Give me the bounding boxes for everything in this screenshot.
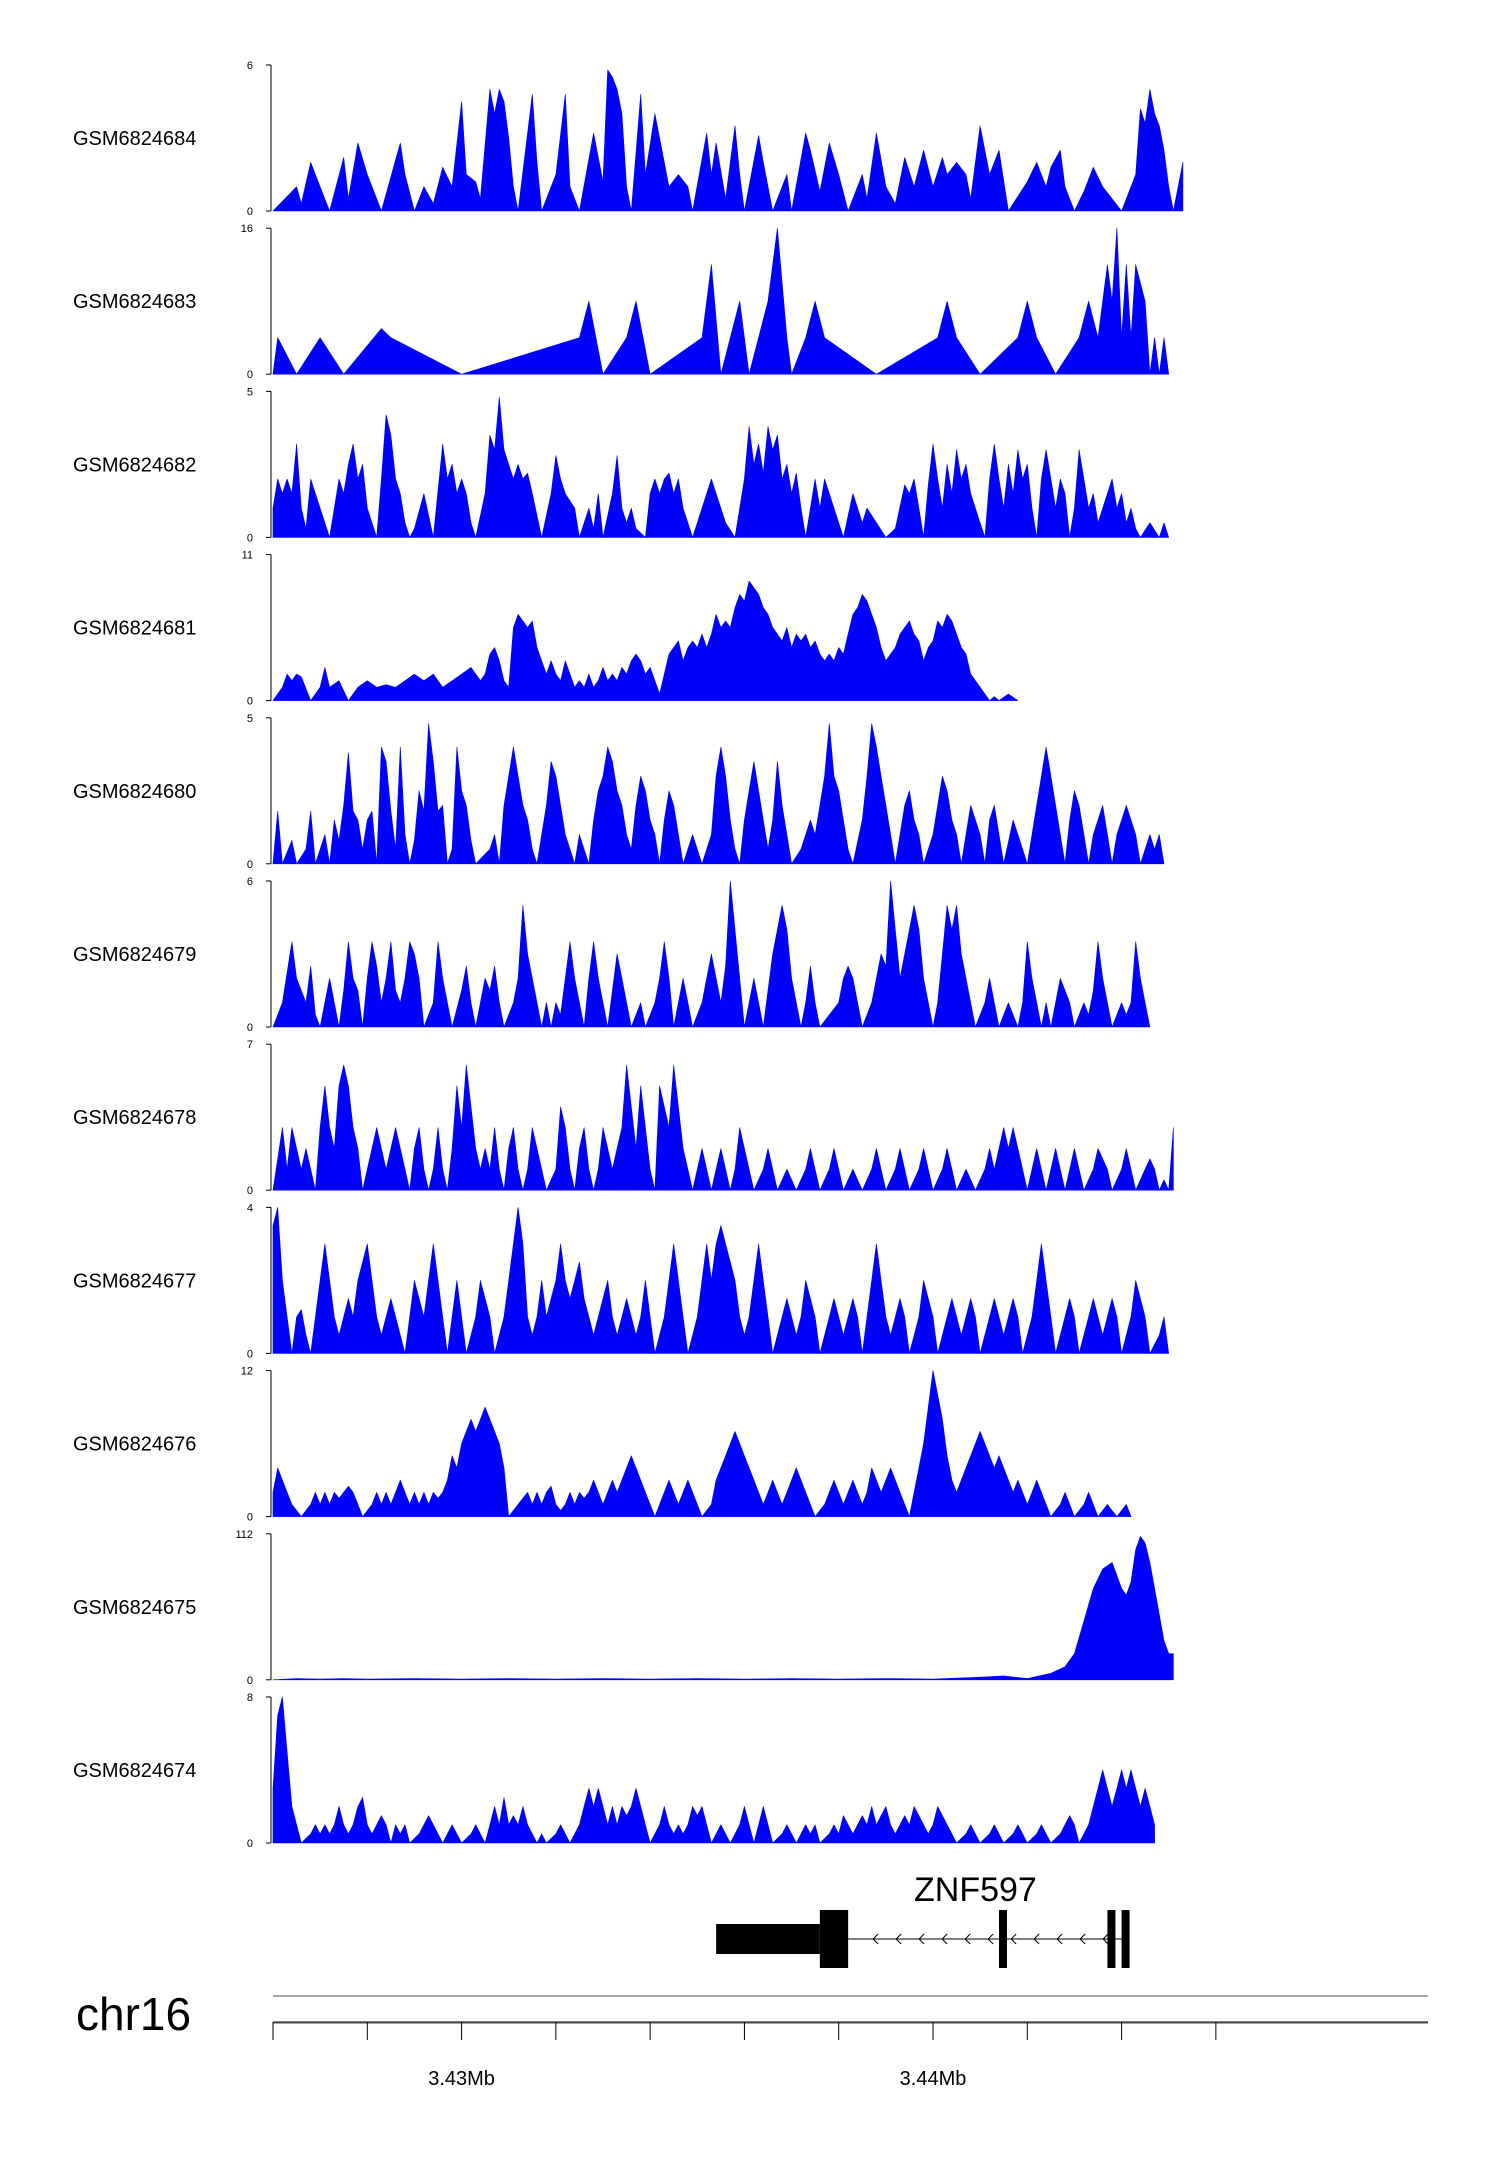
genome-axis-track: chr16 3.43Mb 3.44Mb	[76, 1988, 1428, 2090]
strand-arrow	[1010, 1933, 1017, 1945]
coverage-track: GSM6824684 6 0	[73, 60, 1184, 218]
track-label: GSM6824677	[73, 1270, 196, 1292]
track-label: GSM6824684	[73, 128, 196, 150]
y-tick-label-max: 6	[247, 60, 253, 72]
track-label: GSM6824681	[73, 618, 196, 640]
track-label: GSM6824679	[73, 944, 196, 966]
coverage-area	[272, 723, 1165, 865]
y-tick-label-min: 0	[247, 1838, 253, 1850]
strand-arrow	[1033, 1933, 1040, 1945]
y-tick-label-max: 7	[247, 1039, 253, 1051]
track-label: GSM6824682	[73, 454, 196, 476]
coverage-area	[272, 227, 1169, 375]
coverage-track: GSM6824681 11 0	[73, 550, 1019, 708]
coverage-area	[272, 69, 1184, 212]
track-label: GSM6824675	[73, 1597, 196, 1619]
coverage-area	[272, 580, 1019, 701]
y-tick-label-min: 0	[247, 1675, 253, 1687]
y-tick-label-min: 0	[247, 696, 253, 708]
y-tick-label-max: 16	[241, 223, 253, 235]
gene-exon	[1107, 1910, 1116, 1968]
y-tick-label-max: 6	[247, 876, 253, 888]
track-label: GSM6824678	[73, 1107, 196, 1129]
coverage-track: GSM6824678 7 0	[73, 1039, 1174, 1197]
coverage-track: GSM6824680 5 0	[73, 713, 1165, 871]
strand-arrow	[1102, 1933, 1109, 1945]
coverage-track: GSM6824675 112 0	[73, 1529, 1174, 1687]
coverage-area	[272, 880, 1151, 1028]
coverage-track: GSM6824682 5 0	[73, 386, 1169, 544]
strand-arrow	[895, 1933, 902, 1945]
track-label: GSM6824676	[73, 1434, 196, 1456]
chromosome-label: chr16	[76, 1988, 191, 2040]
y-tick-label-min: 0	[247, 1348, 253, 1360]
y-tick-label-min: 0	[247, 1185, 253, 1197]
coverage-area	[272, 1207, 1169, 1354]
gene-label: ZNF597	[914, 1871, 1037, 1909]
x-tick-label: 3.43Mb	[428, 2068, 495, 2090]
coverage-track: GSM6824674 8 0	[73, 1692, 1155, 1850]
strand-arrow	[964, 1933, 971, 1945]
y-tick-label-min: 0	[247, 369, 253, 381]
coverage-area	[272, 1536, 1174, 1681]
strand-arrow	[918, 1933, 925, 1945]
gene-exon	[1121, 1910, 1130, 1968]
coverage-area	[272, 1064, 1174, 1191]
track-label: GSM6824680	[73, 781, 196, 803]
strand-arrow	[987, 1933, 994, 1945]
y-tick-label-min: 0	[247, 206, 253, 218]
y-tick-label-max: 112	[235, 1529, 253, 1541]
strand-arrow	[1079, 1933, 1086, 1945]
y-tick-label-max: 11	[242, 550, 253, 562]
gene-exon	[819, 1910, 849, 1968]
y-tick-label-max: 4	[247, 1202, 253, 1214]
y-tick-label-min: 0	[247, 1512, 253, 1524]
gene-model-track: ZNF597	[716, 1871, 1130, 1968]
coverage-track: GSM6824683 16 0	[73, 223, 1169, 381]
x-tick-label: 3.44Mb	[900, 2068, 967, 2090]
y-tick-label-min: 0	[247, 859, 253, 871]
gene-exon	[999, 1910, 1007, 1968]
coverage-area	[272, 1370, 1132, 1517]
y-tick-label-max: 12	[241, 1366, 253, 1378]
strand-arrow	[872, 1933, 879, 1945]
y-tick-label-max: 8	[247, 1692, 253, 1704]
y-tick-label-min: 0	[247, 532, 253, 544]
strand-arrow	[941, 1933, 948, 1945]
strand-arrow	[1056, 1933, 1063, 1945]
y-tick-label-max: 5	[247, 386, 253, 398]
track-label: GSM6824683	[73, 291, 196, 313]
y-tick-label-max: 5	[247, 713, 253, 725]
coverage-area	[272, 1696, 1155, 1844]
coverage-tracks: GSM682468460GSM6824683160GSM682468250GSM…	[73, 60, 1184, 1850]
track-label: GSM6824674	[73, 1760, 196, 1782]
coverage-track: GSM6824676 12 0	[73, 1366, 1132, 1524]
y-tick-label-min: 0	[247, 1022, 253, 1034]
coverage-track: GSM6824679 6 0	[73, 876, 1151, 1034]
gene-exon	[716, 1924, 820, 1954]
coverage-area	[272, 396, 1169, 538]
coverage-track: GSM6824677 4 0	[73, 1202, 1169, 1360]
